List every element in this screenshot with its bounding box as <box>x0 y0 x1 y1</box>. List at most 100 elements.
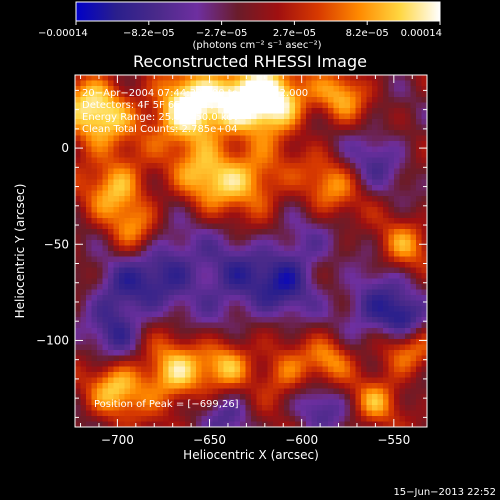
image-cell <box>284 245 291 252</box>
image-cell <box>190 229 197 236</box>
image-cell <box>416 86 423 93</box>
image-cell <box>344 152 351 159</box>
image-cell <box>322 196 329 203</box>
image-cell <box>179 113 186 120</box>
image-cell <box>196 102 203 109</box>
image-cell <box>278 218 285 225</box>
image-cell <box>289 190 296 197</box>
image-cell <box>339 278 346 285</box>
image-cell <box>190 185 197 192</box>
image-cell <box>361 80 368 87</box>
image-cell <box>377 350 384 357</box>
image-cell <box>295 218 302 225</box>
image-cell <box>278 201 285 208</box>
image-cell <box>201 289 208 296</box>
image-cell <box>157 339 164 346</box>
image-cell <box>273 388 280 395</box>
image-cell <box>350 240 357 247</box>
image-cell <box>80 146 87 153</box>
image-cell <box>295 361 302 368</box>
image-cell <box>251 267 258 274</box>
image-cell <box>190 135 197 142</box>
image-cell <box>366 196 373 203</box>
image-cell <box>168 416 175 423</box>
image-cell <box>179 350 186 357</box>
image-cell <box>361 300 368 307</box>
image-cell <box>179 196 186 203</box>
colorbar <box>75 1 441 22</box>
image-cell <box>245 383 252 390</box>
image-cell <box>388 355 395 362</box>
image-cell <box>262 300 269 307</box>
image-cell <box>388 212 395 219</box>
image-cell <box>196 394 203 401</box>
image-cell <box>421 135 427 142</box>
image-cell <box>366 157 373 164</box>
image-cell <box>174 383 181 390</box>
image-cell <box>207 91 214 98</box>
image-cell <box>339 273 346 280</box>
image-cell <box>366 185 373 192</box>
image-cell <box>278 388 285 395</box>
image-cell <box>311 146 318 153</box>
image-cell <box>185 97 192 104</box>
image-cell <box>399 218 406 225</box>
image-cell <box>267 399 274 406</box>
image-cell <box>394 295 401 302</box>
image-cell <box>278 240 285 247</box>
image-cell <box>179 223 186 230</box>
image-cell <box>262 251 269 258</box>
image-cell <box>311 306 318 313</box>
image-cell <box>289 317 296 324</box>
image-cell <box>75 245 82 252</box>
image-cell <box>91 201 98 208</box>
image-cell <box>262 256 269 263</box>
image-cell <box>245 119 252 126</box>
image-cell <box>372 306 379 313</box>
image-cell <box>223 124 230 131</box>
image-cell <box>163 196 170 203</box>
image-cell <box>339 234 346 241</box>
image-cell <box>339 163 346 170</box>
image-cell <box>146 410 153 417</box>
image-cell <box>146 366 153 373</box>
image-cell <box>251 410 258 417</box>
image-cell <box>223 366 230 373</box>
image-cell <box>350 91 357 98</box>
image-cell <box>311 300 318 307</box>
image-cell <box>168 295 175 302</box>
image-cell <box>174 256 181 263</box>
image-cell <box>174 361 181 368</box>
image-cell <box>124 256 131 263</box>
image-cell <box>190 108 197 115</box>
image-cell <box>421 273 427 280</box>
image-cell <box>196 405 203 412</box>
image-cell <box>405 113 412 120</box>
image-cell <box>218 295 225 302</box>
image-cell <box>86 311 93 318</box>
image-cell <box>399 185 406 192</box>
image-cell <box>421 163 427 170</box>
image-cell <box>388 416 395 423</box>
image-cell <box>152 218 159 225</box>
image-cell <box>163 273 170 280</box>
image-cell <box>256 152 263 159</box>
image-cell <box>377 157 384 164</box>
image-cell <box>130 130 137 137</box>
image-cell <box>234 207 241 214</box>
image-cell <box>212 267 219 274</box>
image-cell <box>405 141 412 148</box>
image-cell <box>284 179 291 186</box>
image-cell <box>262 273 269 280</box>
image-cell <box>399 207 406 214</box>
image-cell <box>212 185 219 192</box>
image-cell <box>350 289 357 296</box>
image-cell <box>372 141 379 148</box>
image-cell <box>366 388 373 395</box>
image-cell <box>410 284 417 291</box>
image-cell <box>185 240 192 247</box>
image-cell <box>421 306 427 313</box>
image-cell <box>157 97 164 104</box>
image-cell <box>344 229 351 236</box>
image-cell <box>372 350 379 357</box>
